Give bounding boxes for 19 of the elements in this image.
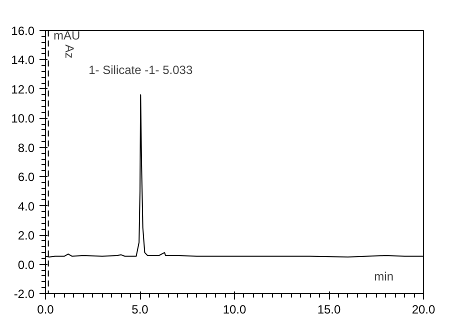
annotation: Az <box>62 44 76 59</box>
y-tick-label: 4.0 <box>18 199 35 214</box>
x-tick-label: 10.0 <box>222 302 247 316</box>
y-axis-title: mAU <box>54 28 80 42</box>
x-tick-label: 15.0 <box>317 302 342 316</box>
y-tick-label: -2.0 <box>14 287 35 301</box>
x-tick-label: 0.0 <box>37 302 54 316</box>
y-tick-label: 12.0 <box>11 82 35 96</box>
x-axis-title: min <box>374 270 394 284</box>
y-tick-label: 8.0 <box>18 140 35 155</box>
y-tick-label: 14.0 <box>11 53 35 68</box>
x-tick-label: 5.0 <box>132 302 149 316</box>
y-tick-label: 16.0 <box>11 24 35 38</box>
y-tick-label: 0.0 <box>18 258 35 272</box>
y-tick-label: 10.0 <box>11 112 35 126</box>
x-tick-label: 20.0 <box>412 302 436 316</box>
y-tick-label: 6.0 <box>18 170 35 184</box>
y-tick-label: 2.0 <box>18 228 35 243</box>
annotation: 1- Silicate -1- 5.033 <box>88 62 193 77</box>
